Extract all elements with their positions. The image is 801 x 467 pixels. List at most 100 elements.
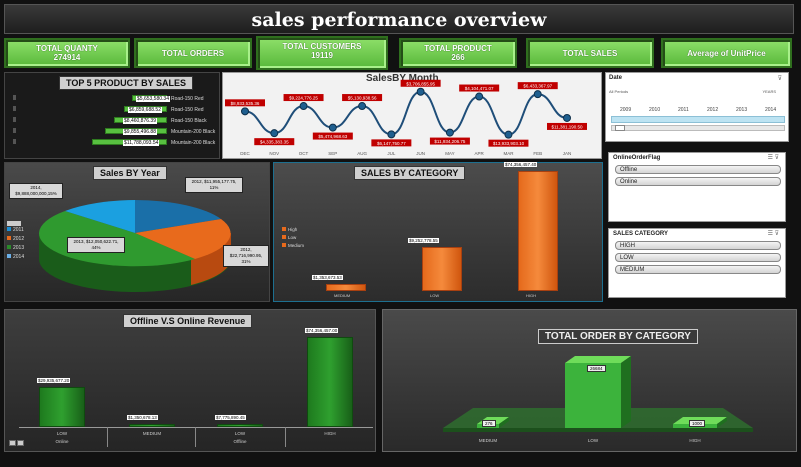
timeline-year-label[interactable]: 2012 <box>707 107 719 113</box>
legend-header[interactable] <box>7 221 21 226</box>
date-slicer-header: Date <box>609 75 623 81</box>
data-label: $6,433,367.97 <box>523 84 552 89</box>
data-label-bg <box>254 138 295 146</box>
x-tick-label: LOW <box>56 431 68 436</box>
category-bar <box>326 283 366 291</box>
sales-by-year-chart: Sales BY Year 2014, $9,888,000,000,15% 2… <box>4 162 270 302</box>
x-axis-divider <box>285 427 286 447</box>
sales-by-month-chart: SalesBY Month $8,933,535.36 DEC $4,335,383… <box>222 72 602 159</box>
date-timeline-slicer[interactable]: Date ⊽ All Periods YEARS 2009 2010 2011 201… <box>605 72 789 142</box>
top5-product-name: Road-150 Red <box>171 96 204 102</box>
bar-value-label: $29,935,677.20 <box>37 378 71 384</box>
x-tick-label: HIGH <box>324 431 336 436</box>
timeline-year-label[interactable]: 2011 <box>678 107 689 113</box>
offline-vs-online-chart: Offline V.S Online Revenue $29,935,677.2… <box>4 309 376 452</box>
line-point <box>533 90 542 99</box>
line-point <box>241 107 249 116</box>
top5-value-label: $8,460,876.39 <box>123 118 157 124</box>
multi-select-icon[interactable]: ☰ ⊽ <box>767 155 779 161</box>
sales-category-slicer: SALES CATEGORY ☰ ⊽ HIGH LOW MEDIUM <box>608 228 786 298</box>
x-tick-label: JAN <box>563 151 572 156</box>
data-label: $11,381,190.50 <box>552 124 583 129</box>
dashboard-title: sales performance overview <box>4 4 794 34</box>
x-axis-divider <box>107 427 108 447</box>
data-label-bg <box>429 137 470 145</box>
sales-by-category-chart: SALES BY CATEGORY High Low Medium $1,353… <box>273 162 603 302</box>
x-group-label: Online <box>55 439 69 444</box>
data-label-bg <box>547 122 587 130</box>
total-order-by-category-chart: TOTAL ORDER BY CATEGORY MEDIUM LOW HIGH 27… <box>382 309 797 452</box>
x-tick-label: JUL <box>387 151 395 156</box>
order-by-category-title: TOTAL ORDER BY CATEGORY <box>538 329 698 344</box>
data-label-bg <box>225 99 265 107</box>
category-slicer-item-low[interactable]: LOW <box>615 253 781 262</box>
data-label: $5,474,968.63 <box>318 134 347 139</box>
top5-row-marker <box>13 139 16 144</box>
pie-callout: 2014, $9,888,000,000,15% <box>9 183 63 199</box>
top5-product-name: Mountain-200 Black <box>171 140 216 146</box>
data-label-bg <box>371 139 412 147</box>
data-label-bg <box>459 84 500 92</box>
timeline-scrollbar[interactable] <box>611 125 785 131</box>
line-point <box>299 102 308 111</box>
x-group-label: Offline <box>233 439 247 444</box>
field-button-icon[interactable] <box>9 440 16 446</box>
x-tick-label: MEDIUM <box>334 293 351 298</box>
revenue-bar <box>129 423 175 427</box>
category-slicer-item-medium[interactable]: MEDIUM <box>615 265 781 274</box>
flag-slicer-header: OnlineOrderFlag <box>613 155 661 161</box>
multi-select-icon[interactable]: ☰ ⊽ <box>767 231 779 237</box>
revenue-bar <box>39 387 85 427</box>
legend-item-medium: Medium <box>282 243 304 248</box>
category-slicer-header: SALES CATEGORY <box>613 231 669 237</box>
x-axis-line <box>19 427 373 428</box>
x-tick-label: APR <box>475 151 485 156</box>
kpi-total-product: TOTAL PRODUCT 266 <box>399 38 517 68</box>
data-label-bg <box>400 79 441 87</box>
revenue-bar <box>307 337 353 427</box>
sales-by-month-title: SalesBY Month <box>366 73 439 84</box>
top5-row-marker <box>13 106 16 111</box>
clear-filter-icon[interactable]: ⊽ <box>777 76 782 82</box>
x-tick-label: AUG <box>357 151 367 156</box>
top5-title: TOP 5 PRODUCT BY SALES <box>59 76 194 90</box>
kpi-label: TOTAL QUANTY <box>36 44 98 53</box>
data-label: $4,335,383.35 <box>260 140 289 145</box>
date-slicer-level[interactable]: YEARS <box>762 89 776 94</box>
kpi-value: 266 <box>451 53 465 62</box>
legend-item-2012: 2012 <box>7 236 24 242</box>
flag-slicer-item-offline[interactable]: Offline <box>615 165 781 174</box>
timeline-year-label[interactable]: 2010 <box>649 107 661 113</box>
line-point <box>387 130 396 139</box>
timeline-year-label[interactable]: 2009 <box>620 107 632 113</box>
field-button-icon[interactable] <box>17 440 24 446</box>
bar-value-label: 26684 <box>587 365 606 372</box>
category-slicer-item-high[interactable]: HIGH <box>615 241 781 250</box>
kpi-label: TOTAL SALES <box>562 49 618 58</box>
data-label: $6,147,750.77 <box>377 141 406 146</box>
x-tick-label: SEP <box>328 151 337 156</box>
timeline-bar[interactable] <box>611 116 785 123</box>
line-point <box>328 123 337 132</box>
timeline-year-label[interactable]: 2014 <box>765 107 777 113</box>
top5-product-name: Road-150 Black <box>171 118 207 124</box>
timeline-scroll-handle[interactable] <box>615 125 625 131</box>
offline-online-title: Offline V.S Online Revenue <box>123 314 253 328</box>
x-tick-label: DEC <box>240 151 250 156</box>
x-tick-label: OCT <box>299 151 309 156</box>
bar-value-label: $9,252,778.55 <box>408 237 439 243</box>
top5-products-chart: TOP 5 PRODUCT BY SALES $5,653,580.34 Road… <box>4 72 220 159</box>
flag-slicer-item-online[interactable]: Online <box>615 177 781 186</box>
data-label: $11,934,206.75 <box>434 139 465 144</box>
legend-item-low: Low <box>282 235 296 240</box>
line-point <box>563 113 571 122</box>
sales-by-category-title: SALES BY CATEGORY <box>354 166 466 180</box>
x-axis-divider <box>195 427 196 447</box>
data-label-bg <box>312 132 353 140</box>
kpi-label: TOTAL CUSTOMERS <box>282 42 362 51</box>
kpi-total-customers: TOTAL CUSTOMERS 19119 <box>256 36 388 70</box>
timeline-year-label[interactable]: 2013 <box>736 107 748 113</box>
order-bar-side <box>621 356 631 428</box>
top5-row-marker <box>13 117 16 122</box>
kpi-total-orders: TOTAL ORDERS <box>134 38 252 68</box>
